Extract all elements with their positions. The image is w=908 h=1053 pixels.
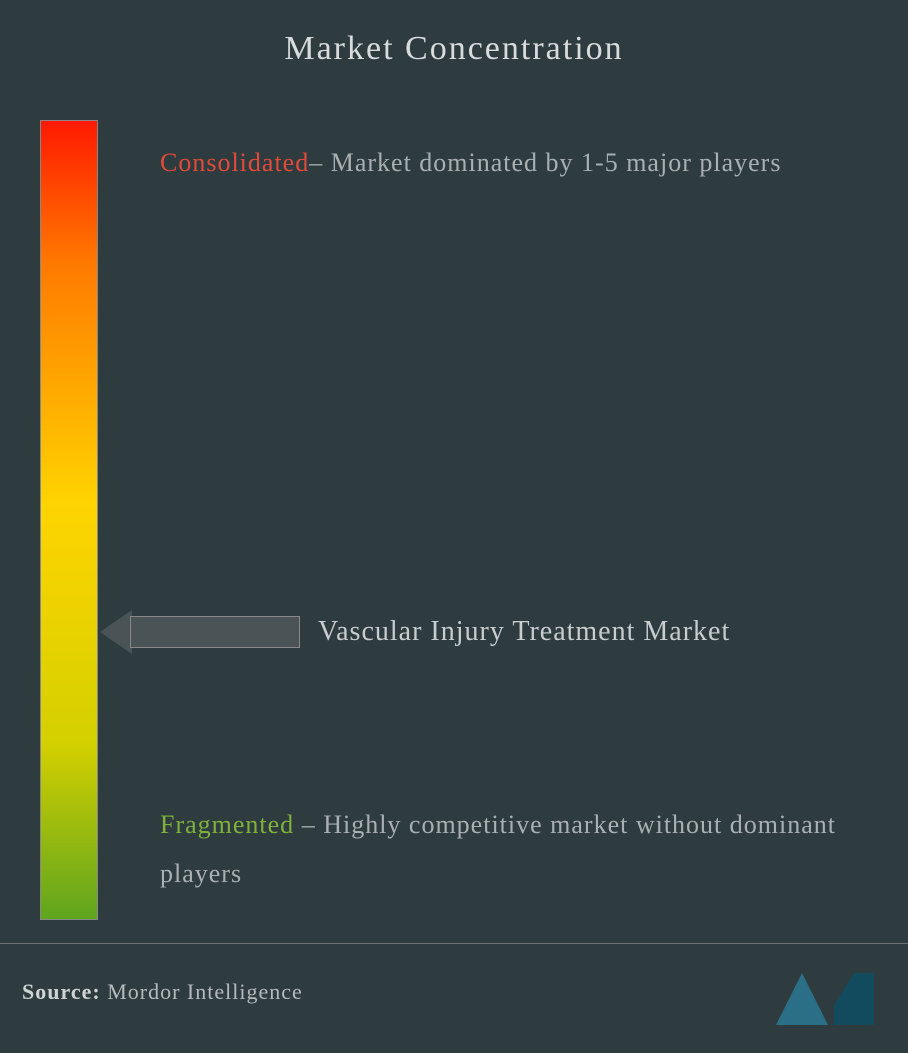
consolidated-desc-text: – Market dominated by 1-5 major players [309,148,781,177]
page-title: Market Concentration [0,0,908,68]
chart-area: Consolidated– Market dominated by 1-5 ma… [40,120,878,933]
arrow-head-icon [100,610,132,654]
consolidated-description: Consolidated– Market dominated by 1-5 ma… [160,138,878,187]
fragmented-description: Fragmented – Highly competitive market w… [160,800,878,899]
market-name-label: Vascular Injury Treatment Market [318,616,730,648]
arrow-body [130,616,300,648]
fragmented-label: Fragmented [160,810,294,839]
consolidated-label: Consolidated [160,148,309,177]
footer: Source: Mordor Intelligence [0,943,908,1053]
concentration-gradient-bar [40,120,98,920]
mordor-logo-icon [774,965,884,1035]
source-line: Source: Mordor Intelligence [22,979,303,1005]
market-indicator-row: Vascular Injury Treatment Market [100,610,878,654]
source-value: Mordor Intelligence [101,979,303,1004]
source-label: Source: [22,979,101,1004]
indicator-arrow [100,610,300,654]
